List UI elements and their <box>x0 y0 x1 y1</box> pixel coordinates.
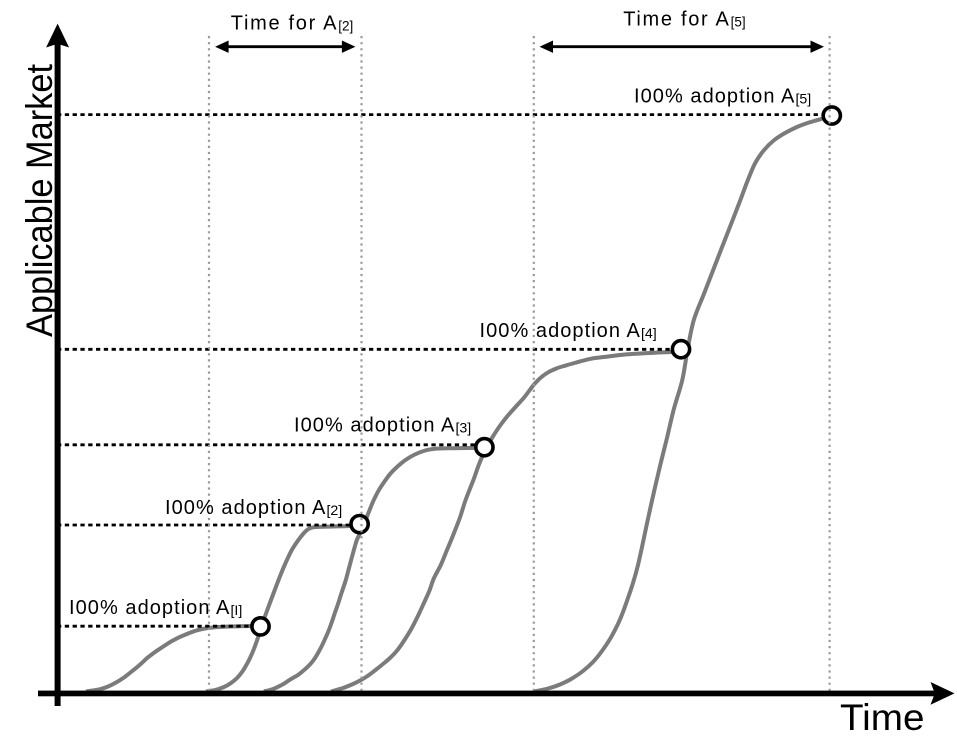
svg-text:Time: Time <box>840 697 925 738</box>
svg-text:I00% adoption A[4]: I00% adoption A[4] <box>480 320 657 342</box>
svg-text:I00% adoption A[3]: I00% adoption A[3] <box>294 415 471 437</box>
svg-text:I00% adoption A[I]: I00% adoption A[I] <box>69 597 242 619</box>
svg-text:I00% adoption A[5]: I00% adoption A[5] <box>634 86 811 108</box>
svg-text:Time for A[2]: Time for A[2] <box>231 13 353 35</box>
svg-text:I00% adoption A[2]: I00% adoption A[2] <box>165 497 342 519</box>
svg-text:Applicable Market: Applicable Market <box>19 63 60 337</box>
svg-text:Time for A[5]: Time for A[5] <box>623 9 745 31</box>
